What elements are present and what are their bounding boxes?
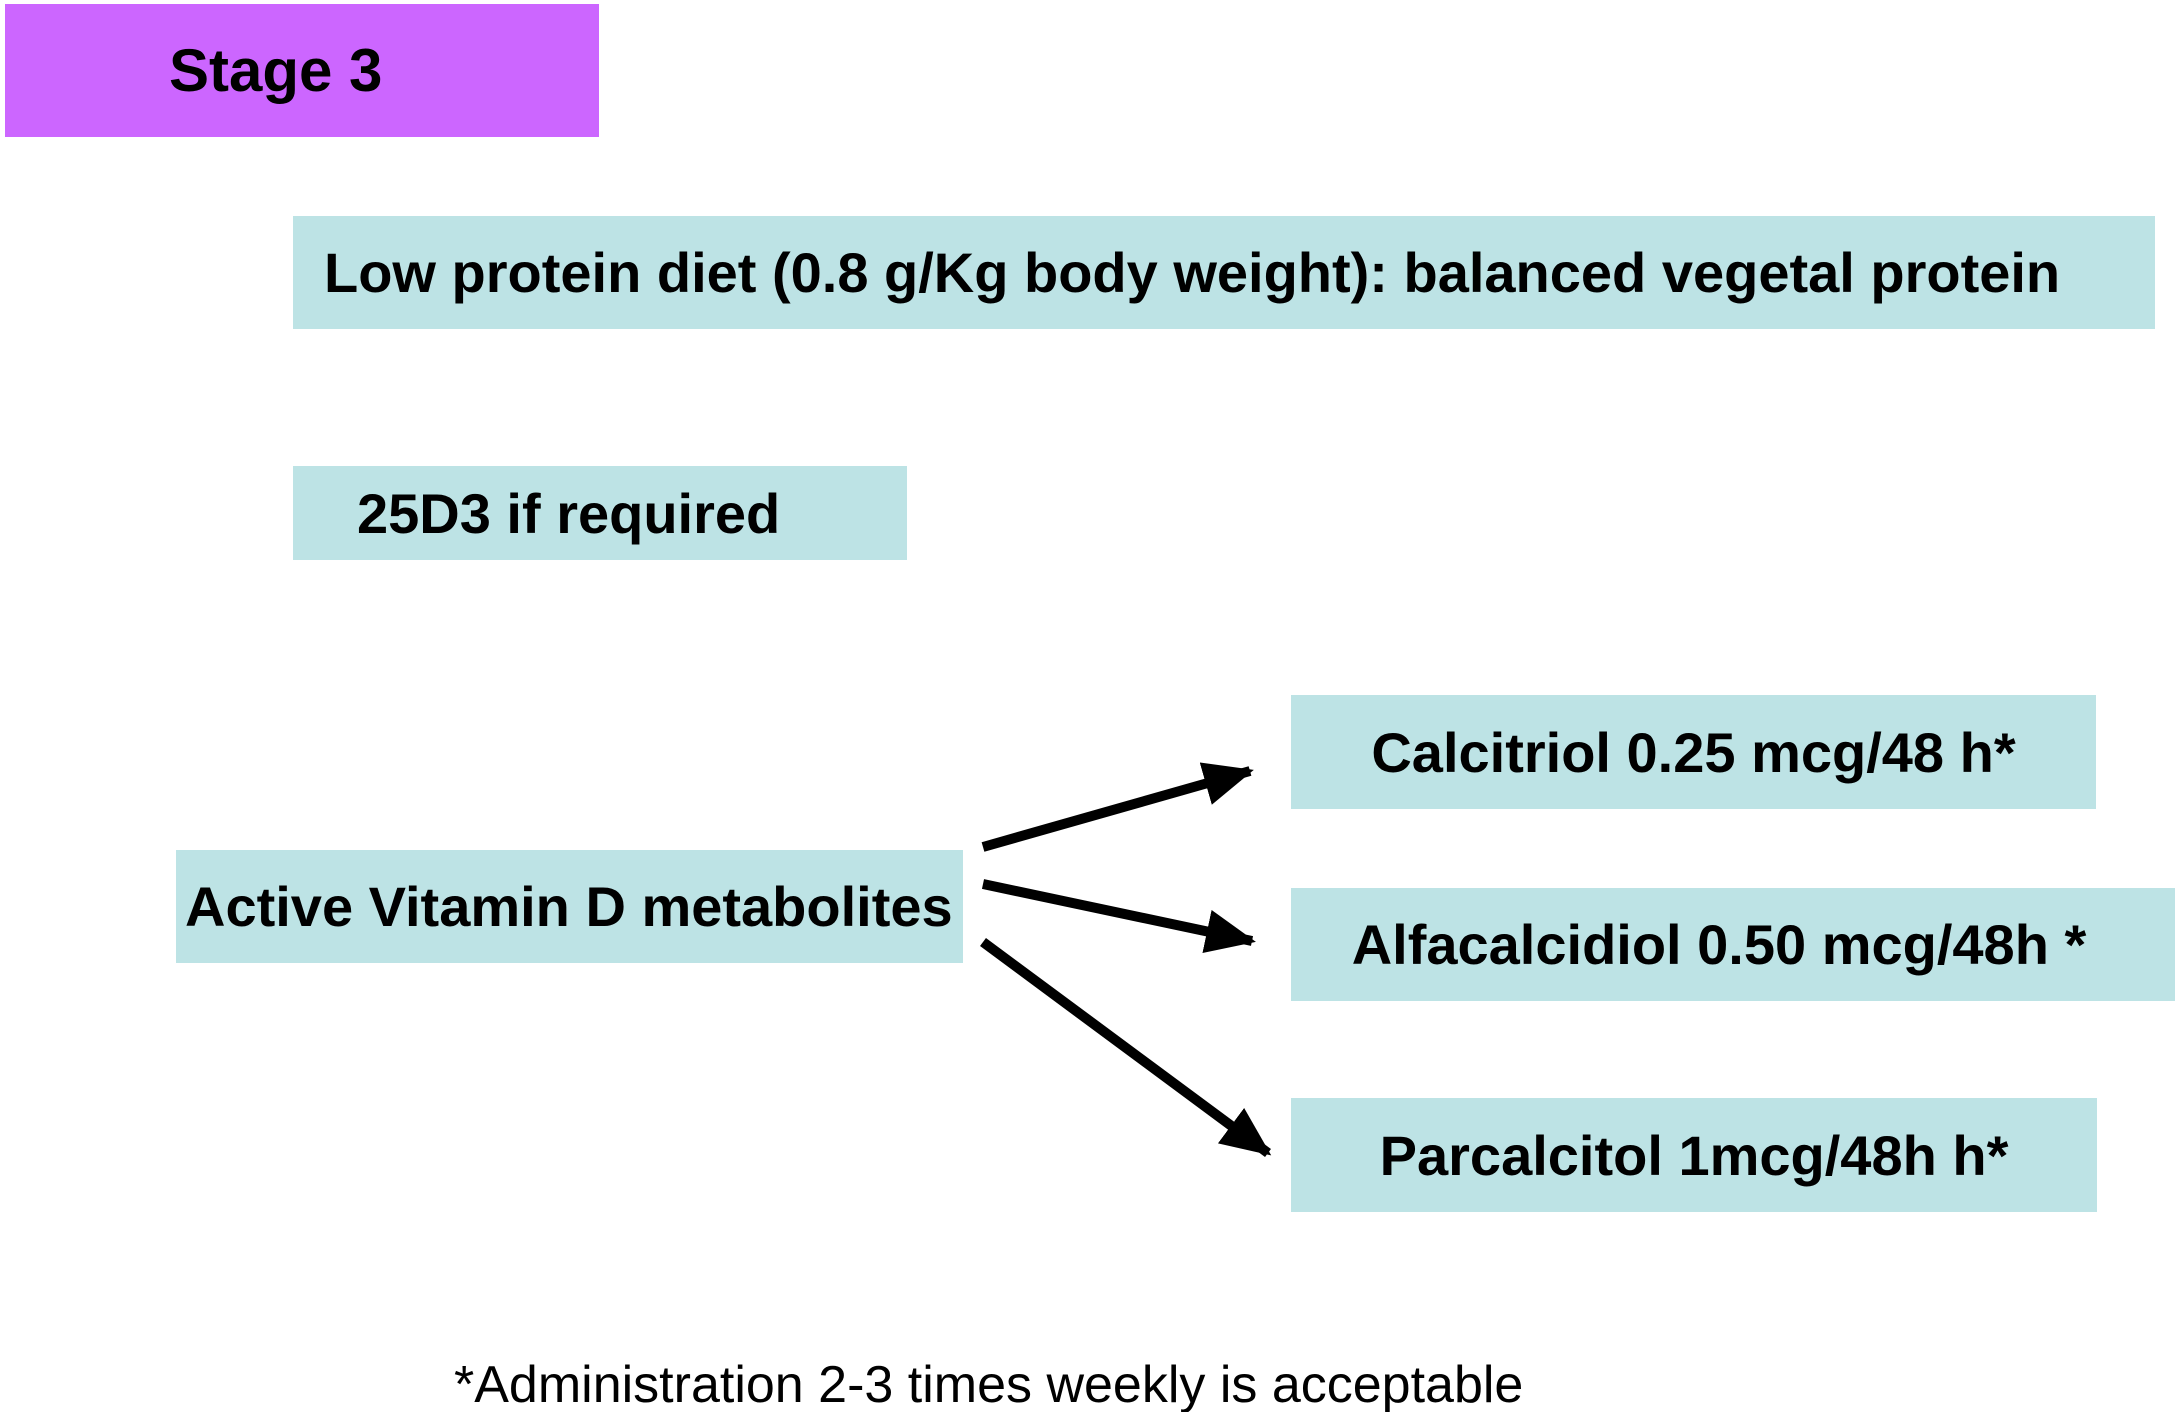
paricalcitol-box: Parcalcitol 1mcg/48h h* — [1291, 1098, 2097, 1212]
calcitriol-box: Calcitriol 0.25 mcg/48 h* — [1291, 695, 2096, 809]
d3-box: 25D3 if required — [293, 466, 907, 560]
alfacalcidiol-box: Alfacalcidiol 0.50 mcg/48h * — [1291, 888, 2175, 1001]
footnote: *Administration 2-3 times weekly is acce… — [454, 1356, 1524, 1412]
active-vitamin-d-box: Active Vitamin D metabolites — [176, 850, 963, 963]
diet-box: Low protein diet (0.8 g/Kg body weight):… — [293, 216, 2155, 329]
arrow-to-calcitriol — [981, 762, 1254, 852]
arrow-to-paricalcitol — [980, 937, 1272, 1158]
arrow-to-alfacalcidiol — [981, 879, 1256, 953]
stage-label: Stage 3 — [5, 4, 599, 137]
